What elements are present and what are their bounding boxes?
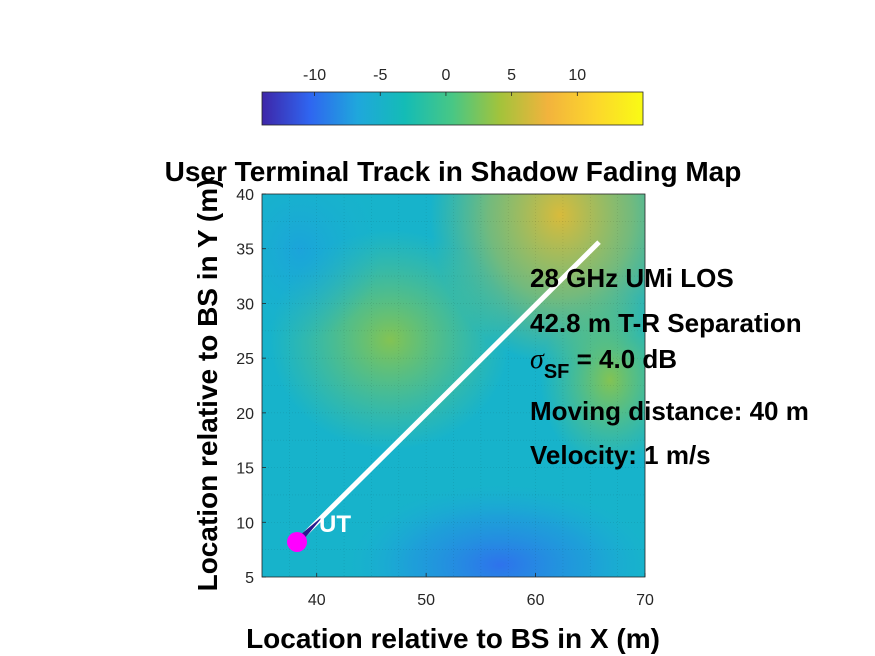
ut-track: [295, 240, 601, 544]
annotation-sigma: σSF = 4.0 dB: [530, 344, 677, 383]
x-tick-label: 70: [636, 592, 654, 609]
annotation-separation: 42.8 m T-R Separation: [530, 308, 802, 338]
ut-label: UT: [319, 511, 351, 538]
chart-title: User Terminal Track in Shadow Fading Map: [165, 156, 742, 187]
colorbar-ticks: -10 -5 0 5 10: [303, 67, 586, 96]
y-tick-label: 20: [236, 406, 254, 423]
colorbar-tick-label: 5: [507, 67, 516, 84]
annotation-velocity: Velocity: 1 m/s: [530, 440, 711, 470]
y-axis-label: Location relative to BS in Y (m): [192, 179, 223, 592]
x-tick-label: 60: [527, 592, 545, 609]
annotation-frequency: 28 GHz UMi LOS: [530, 263, 734, 293]
ut-markers: UT: [287, 511, 351, 552]
heatmap-cyan-region: [262, 194, 380, 340]
grid-lines: [262, 194, 645, 577]
annotation-sigma-symbol: σ: [530, 344, 545, 375]
y-tick-label: 40: [236, 187, 254, 204]
annotations: 28 GHz UMi LOS 42.8 m T-R Separation σSF…: [530, 263, 809, 470]
annotation-sigma-value: = 4.0 dB: [569, 344, 677, 374]
heatmap-area: [262, 194, 645, 577]
x-axis-ticks: 40 50 60 70: [308, 573, 654, 609]
y-tick-label: 35: [236, 242, 254, 259]
annotation-distance: Moving distance: 40 m: [530, 396, 809, 426]
y-tick-label: 15: [236, 461, 254, 478]
x-axis-label: Location relative to BS in X (m): [246, 623, 660, 654]
ut-marker: [287, 531, 308, 552]
colorbar-tick-label: -5: [373, 67, 387, 84]
annotation-sigma-subscript: SF: [544, 361, 570, 383]
y-tick-label: 5: [245, 570, 254, 587]
track-line: [295, 240, 601, 544]
y-tick-label: 30: [236, 296, 254, 313]
y-tick-label: 10: [236, 515, 254, 532]
x-tick-label: 50: [417, 592, 435, 609]
colorbar-tick-label: -10: [303, 67, 326, 84]
heatmap-green-region-right: [540, 290, 645, 470]
colorbar-tick-label: 0: [441, 67, 450, 84]
y-tick-label: 25: [236, 351, 254, 368]
colorbar-bar: [261, 91, 644, 126]
plot-frame: [261, 193, 646, 578]
y-axis-ticks: 5 10 15 20 25 30 35 40: [236, 187, 266, 587]
heatmap-cool-region: [350, 485, 645, 577]
x-tick-label: 40: [308, 592, 326, 609]
colorbar-tick-label: 10: [568, 67, 586, 84]
colorbar: -10 -5 0 5 10: [261, 67, 644, 126]
